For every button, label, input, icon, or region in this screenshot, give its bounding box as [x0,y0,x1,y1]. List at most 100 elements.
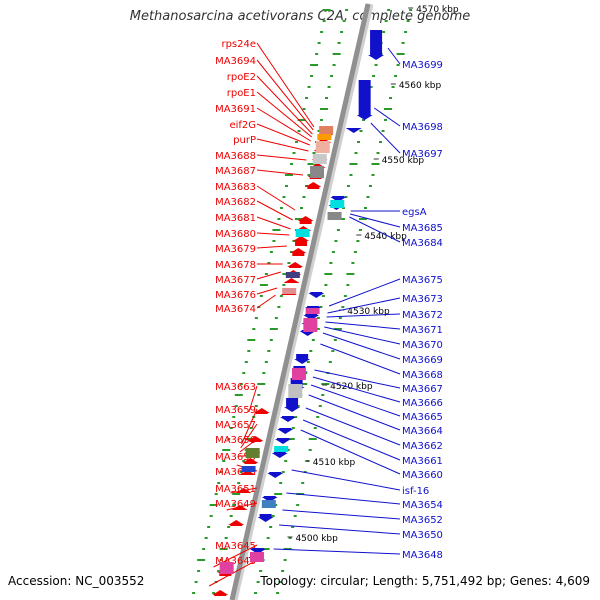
gene-feature-box [312,154,327,164]
gene-connector [305,407,401,446]
gene-connector [300,429,401,475]
gene-label-forward: MA3649 [215,499,256,510]
gene-label-reverse: MA3666 [402,398,443,409]
scale-label: 4520 kbp [330,382,373,392]
gene-connector [256,138,309,152]
gene-label-reverse: MA3665 [402,412,443,423]
genome-backbone [229,3,371,600]
gene-arrow-forward [290,248,307,256]
scale-label: 4540 kbp [364,232,407,242]
gene-label-reverse: MA3662 [402,441,443,452]
gene-label-reverse: MA3652 [402,515,443,526]
gene-connector [256,107,311,142]
gene-label-forward: rpoE2 [227,72,256,83]
gene-arrow-forward [228,520,245,526]
gene-arrow-forward [239,470,256,475]
gene-connector [312,376,401,403]
gene-connector [256,59,314,131]
gene-label-forward: MA3643 [215,556,256,567]
gene-label-reverse: MA3669 [402,355,443,366]
gene-arrow-reverse [303,314,320,320]
gene-feature-box [303,318,318,332]
gene-connector [256,91,312,138]
gene-label-reverse: MA3698 [402,122,443,133]
gene-connector [310,384,401,417]
gene-arrow-forward [247,436,264,442]
gene-connector [256,200,293,221]
gene-label-reverse: MA3670 [402,340,443,351]
gene-feature-box [330,200,345,208]
gene-label-forward: MA3681 [215,213,256,224]
gene-label-reverse: MA3668 [402,370,443,381]
gene-connector [302,419,401,461]
gene-arrow-forward [297,216,314,224]
scale-label: 4550 kbp [382,156,425,166]
gene-label-forward: purP [233,135,256,146]
scale-label: 4510 kbp [313,458,356,468]
gene-arrow-forward [287,262,304,268]
gene-arrow-reverse [356,80,373,120]
gene-connector [256,169,304,176]
gene-label-forward: MA3683 [215,182,256,193]
gene-label-forward: MA3651 [215,484,256,495]
gene-connector [256,216,291,230]
gene-connector [256,75,313,135]
gene-connector [256,294,276,309]
gene-label-reverse: MA3697 [402,149,443,160]
gene-label-forward: MA3688 [215,151,256,162]
gene-connector [373,107,401,127]
gene-connector [241,408,258,445]
gene-label-forward: MA3694 [215,56,256,67]
gene-connector [240,423,258,449]
gene-connector [326,313,401,318]
gene-arrow-reverse [294,354,311,364]
gene-label-reverse: MA3672 [402,310,443,321]
gene-connector [314,369,401,389]
gene-label-forward: MA3663 [215,382,256,393]
gene-feature-box [261,500,276,508]
gene-feature-box [245,448,260,458]
gene-connector [256,232,290,236]
gene-feature-box [327,212,342,220]
gene-label-forward: MA3655 [215,452,256,463]
gene-feature-box [295,229,310,237]
gene-connector [256,185,296,211]
gene-arrow-forward [212,590,229,596]
gene-label-forward: MA3678 [215,260,256,271]
gene-label-forward: MA3680 [215,229,256,240]
gene-label-forward: MA3645 [215,541,256,552]
gene-label-forward: MA3687 [215,166,256,177]
gene-feature-box [315,141,330,153]
gene-arrow-reverse [274,438,291,444]
gene-label-reverse: MA3650 [402,530,443,541]
gene-arrow-reverse [330,196,347,202]
gene-label-forward: MA3677 [215,275,256,286]
gene-connector [322,332,401,360]
gene-label-forward: MA3691 [215,104,256,115]
gene-arrow-forward [235,488,252,493]
gene-label-forward: MA3656 [215,435,256,446]
gene-label-reverse: MA3699 [402,60,443,71]
topology-label: Topology: circular; Length: 5,751,492 bp… [260,574,590,588]
gene-arrow-forward [253,408,270,414]
gene-label-forward: eif2G [229,120,256,131]
gene-arrow-reverse [345,128,362,133]
gene-arrow-forward [305,182,322,189]
gene-connector [273,548,401,555]
gene-arrow-reverse [279,416,296,422]
gene-feature-box [219,562,234,574]
gene-arrow-reverse [249,548,266,554]
gene-label-reverse: MA3654 [402,500,443,511]
gene-label-forward: MA3676 [215,290,256,301]
gene-connector [256,123,311,146]
gene-arrow-reverse [308,292,325,298]
gene-feature-box [317,134,332,140]
gene-connector [291,469,401,491]
gene-label-forward: MA3659 [215,405,256,416]
gene-feature-box [241,466,256,472]
gene-label-forward: MA3682 [215,197,256,208]
gene-connector [308,394,401,431]
accession-label: Accession: NC_003552 [8,574,145,588]
